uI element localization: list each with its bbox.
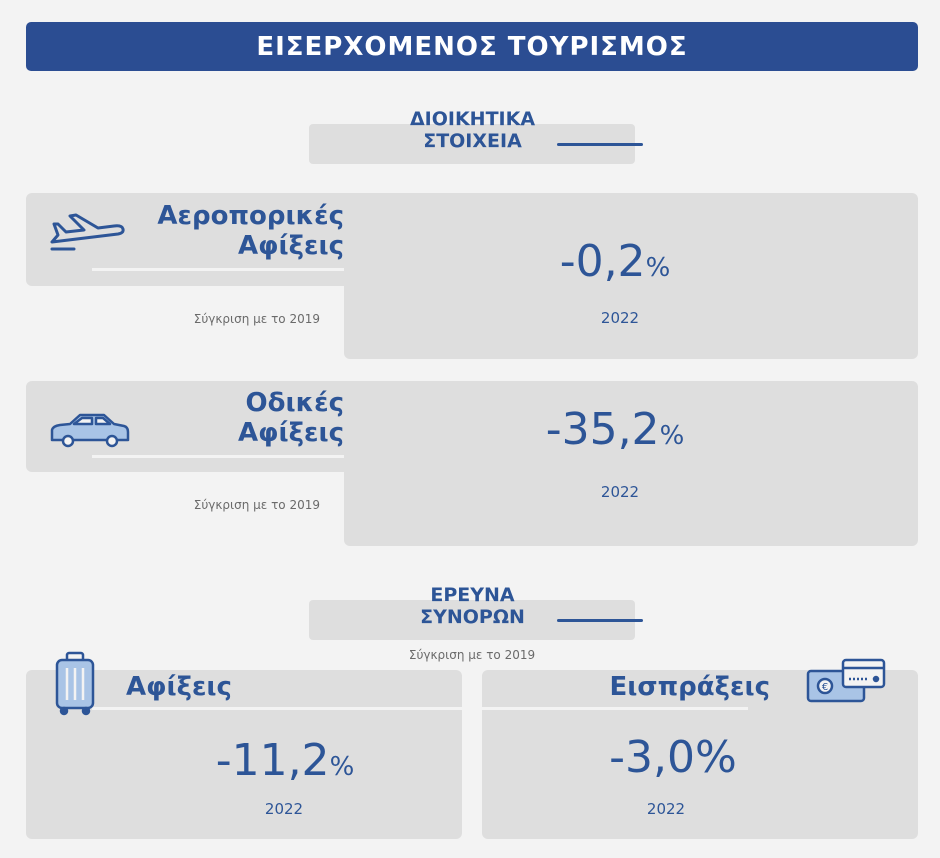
air-arrivals-line1: Αεροπορικές — [157, 201, 344, 231]
survey-arrivals-heading: Αφίξεις — [126, 672, 232, 702]
survey-arrivals-rule — [92, 707, 462, 710]
air-arrivals-value: -0,2% — [480, 236, 750, 287]
road-arrivals-number: -35,2 — [545, 404, 660, 455]
air-arrivals-unit: % — [645, 253, 671, 283]
road-arrivals-line1: Οδικές — [245, 388, 344, 418]
receipts-heading: Εισπράξεις — [609, 672, 770, 702]
survey-arrivals-year: 2022 — [264, 800, 304, 818]
car-icon — [50, 413, 130, 448]
section2-dash — [557, 619, 643, 622]
section-title-line1: ΔΙΟΙΚΗΤΙΚΑ — [409, 108, 536, 130]
air-arrivals-line2: Αφίξεις — [238, 231, 344, 261]
section2-title-line2: ΣΥΝΟΡΩΝ — [420, 606, 525, 628]
road-arrivals-unit: % — [659, 421, 685, 451]
air-arrivals-rule — [92, 268, 344, 271]
svg-text:€: € — [822, 682, 828, 693]
road-arrivals-value: -35,2% — [480, 404, 750, 455]
receipts-rule — [482, 707, 748, 710]
section2-title-line1: ΕΡΕΥΝΑ — [430, 584, 515, 606]
suitcase-icon — [55, 651, 95, 716]
survey-arrivals-value: -11,2% — [160, 735, 410, 786]
road-arrivals-heading: Οδικές Αφίξεις — [120, 388, 344, 448]
section-title-line2: ΣΤΟΙΧΕΙΑ — [423, 130, 522, 152]
road-arrivals-value-panel — [344, 381, 918, 546]
air-arrivals-number: -0,2 — [559, 236, 646, 287]
receipts-value: -3,0% — [609, 732, 737, 783]
road-arrivals-rule — [92, 455, 344, 458]
airplane-icon — [50, 213, 125, 251]
section-dash — [557, 143, 643, 146]
air-arrivals-heading: Αεροπορικές Αφίξεις — [120, 201, 344, 261]
border-survey-comparison: Σύγκριση με το 2019 — [408, 648, 536, 662]
survey-arrivals-number: -11,2 — [215, 735, 330, 786]
survey-arrivals-unit: % — [329, 752, 355, 782]
road-arrivals-year: 2022 — [600, 483, 640, 501]
air-arrivals-year: 2022 — [600, 309, 640, 327]
survey-arrivals-panel — [26, 670, 462, 839]
air-arrivals-comparison: Σύγκριση με το 2019 — [193, 312, 320, 326]
road-arrivals-line2: Αφίξεις — [238, 418, 344, 448]
receipts-year: 2022 — [646, 800, 686, 818]
page-title: ΕΙΣΕΡΧΟΜΕΝΟΣ ΤΟΥΡΙΣΜΟΣ — [26, 22, 918, 71]
air-arrivals-value-panel — [344, 193, 918, 359]
section-title-border-survey: ΕΡΕΥΝΑ ΣΥΝΟΡΩΝ — [380, 584, 565, 628]
cards-icon: € — [806, 658, 886, 703]
section-title-administrative: ΔΙΟΙΚΗΤΙΚΑ ΣΤΟΙΧΕΙΑ — [380, 108, 565, 152]
road-arrivals-comparison: Σύγκριση με το 2019 — [193, 498, 320, 512]
